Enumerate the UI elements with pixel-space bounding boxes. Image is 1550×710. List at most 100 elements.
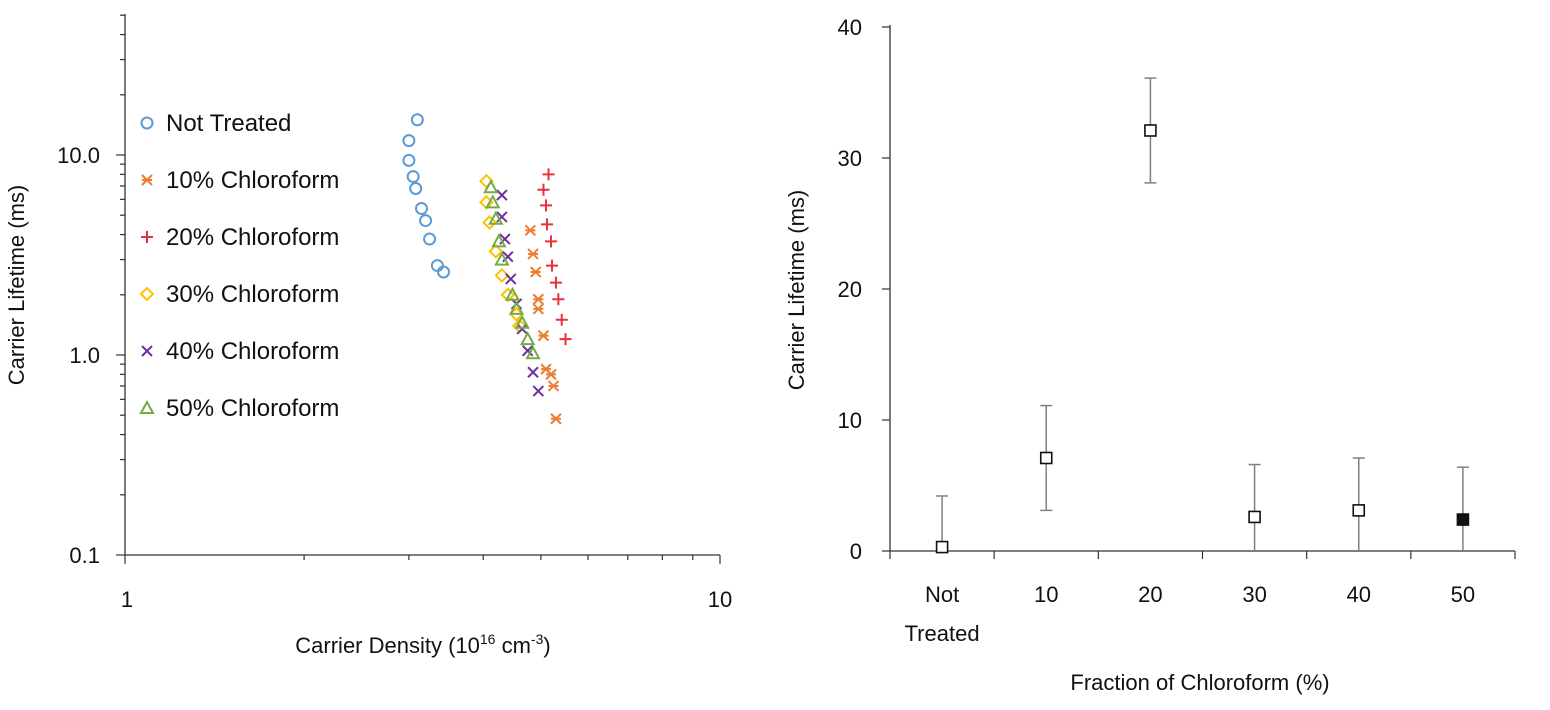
left-legend-label: 20% Chloroform xyxy=(166,224,339,251)
right-chart: 0 10 20 30 40 Not Treated 10 20 30 40 50 Fraction … xyxy=(784,15,1516,695)
left-y-axis-title: Carrier Lifetime (ms) xyxy=(4,185,29,385)
left-point-series-2 xyxy=(552,293,565,306)
left-legend-entry: 20% Chloroform xyxy=(141,224,339,251)
left-point-series-0 xyxy=(409,181,423,195)
left-point-series-5 xyxy=(485,194,501,209)
right-data-point xyxy=(1248,510,1261,524)
left-legend-entry: 50% Chloroform xyxy=(139,395,339,422)
left-point-series-1 xyxy=(524,224,537,237)
left-legend-marker xyxy=(141,174,153,186)
left-point-series-0 xyxy=(410,113,424,127)
left-point-series-0 xyxy=(402,134,416,148)
left-xtick-label-1: 1 xyxy=(121,587,133,612)
right-y-tick-label: 10 xyxy=(838,408,862,433)
left-point-series-2 xyxy=(540,199,553,212)
right-error-bar xyxy=(1456,466,1469,551)
right-x-tick-label: Treated xyxy=(905,621,980,646)
left-point-series-1 xyxy=(537,329,550,342)
left-point-series-2 xyxy=(546,259,559,272)
right-x-tick-labels: Not Treated 10 20 30 40 50 xyxy=(905,582,1476,646)
left-x-ticks xyxy=(124,555,721,564)
right-x-tick-label: 10 xyxy=(1034,582,1058,607)
left-point-series-0 xyxy=(402,153,416,167)
right-data-point xyxy=(935,540,949,554)
left-point-series-3 xyxy=(479,173,494,189)
right-y-tick-label: 30 xyxy=(838,146,862,171)
left-point-series-0 xyxy=(437,265,450,279)
left-point-series-5 xyxy=(525,345,541,360)
left-legend-label: 50% Chloroform xyxy=(166,395,339,422)
left-legend-marker xyxy=(141,231,153,243)
right-y-tick-label: 20 xyxy=(838,277,862,302)
left-legend-marker xyxy=(139,399,155,414)
left-legend-label: 40% Chloroform xyxy=(166,338,339,365)
right-data-point xyxy=(1352,504,1366,517)
left-point-series-3 xyxy=(482,215,498,230)
right-data-point xyxy=(1456,513,1470,526)
left-legend-marker xyxy=(141,345,153,357)
right-x-ticks xyxy=(889,551,1516,559)
left-point-series-3 xyxy=(494,267,510,283)
left-ytick-label-0.1: 0.1 xyxy=(69,543,100,568)
left-point-series-2 xyxy=(541,218,554,231)
left-point-series-1 xyxy=(532,293,544,305)
left-point-series-2 xyxy=(555,313,568,326)
right-data-point xyxy=(1144,124,1157,137)
left-point-series-2 xyxy=(542,168,555,181)
right-y-ticks xyxy=(882,26,890,552)
right-y-tick-labels: 0 10 20 30 40 xyxy=(838,15,862,564)
left-point-series-2 xyxy=(549,276,562,289)
right-data-points xyxy=(935,124,1470,554)
left-point-series-2 xyxy=(537,183,550,196)
left-point-series-1 xyxy=(527,248,539,260)
left-legend-marker xyxy=(139,286,155,302)
left-point-series-5 xyxy=(491,233,507,248)
left-xtick-label-10: 10 xyxy=(708,587,732,612)
left-ytick-label-10: 10.0 xyxy=(57,143,100,168)
left-point-series-5 xyxy=(488,210,504,225)
left-point-series-4 xyxy=(499,233,511,245)
left-point-series-1 xyxy=(545,368,557,381)
left-point-series-5 xyxy=(514,314,530,329)
right-y-tick-label: 40 xyxy=(838,15,862,40)
left-y-ticks xyxy=(116,14,125,556)
right-x-axis-title: Fraction of Chloroform (%) xyxy=(1070,670,1329,695)
left-ytick-label-1: 1.0 xyxy=(69,343,100,368)
left-legend: Not Treated 10% Chloroform 20% Chloroform 3… xyxy=(139,110,339,422)
left-point-series-4 xyxy=(496,211,508,223)
right-x-tick-label: 40 xyxy=(1347,582,1371,607)
right-error-bar xyxy=(1248,463,1261,551)
left-point-series-0 xyxy=(423,232,437,246)
left-legend-entry: 30% Chloroform xyxy=(139,281,339,308)
right-data-point xyxy=(1039,451,1053,465)
left-point-series-4 xyxy=(505,273,517,285)
left-point-series-1 xyxy=(529,266,542,278)
left-legend-label: Not Treated xyxy=(166,110,291,137)
left-point-series-4 xyxy=(527,366,539,378)
right-x-tick-label: 30 xyxy=(1242,582,1266,607)
left-legend-entry: 10% Chloroform xyxy=(141,167,339,194)
right-x-tick-label: 50 xyxy=(1451,582,1475,607)
left-point-series-5 xyxy=(508,300,525,315)
right-error-bars xyxy=(936,77,1469,551)
right-y-tick-label: 0 xyxy=(850,539,862,564)
left-data-points xyxy=(402,113,572,425)
left-point-series-0 xyxy=(414,202,428,216)
right-y-axis-title: Carrier Lifetime (ms) xyxy=(784,190,809,390)
left-point-series-0 xyxy=(419,214,433,228)
left-point-series-4 xyxy=(516,323,528,335)
left-point-series-2 xyxy=(559,333,572,346)
left-legend-marker xyxy=(140,116,154,130)
left-legend-label: 10% Chloroform xyxy=(166,167,339,194)
left-point-series-5 xyxy=(494,251,510,266)
left-x-axis-title: Carrier Density (1016 cm-3) xyxy=(295,631,550,658)
left-legend-entry: Not Treated xyxy=(140,110,291,137)
left-point-series-0 xyxy=(406,170,420,184)
left-point-series-5 xyxy=(504,286,521,301)
left-point-series-4 xyxy=(496,189,508,201)
left-point-series-5 xyxy=(483,179,499,194)
left-point-series-5 xyxy=(519,331,536,346)
left-point-series-1 xyxy=(547,380,560,392)
